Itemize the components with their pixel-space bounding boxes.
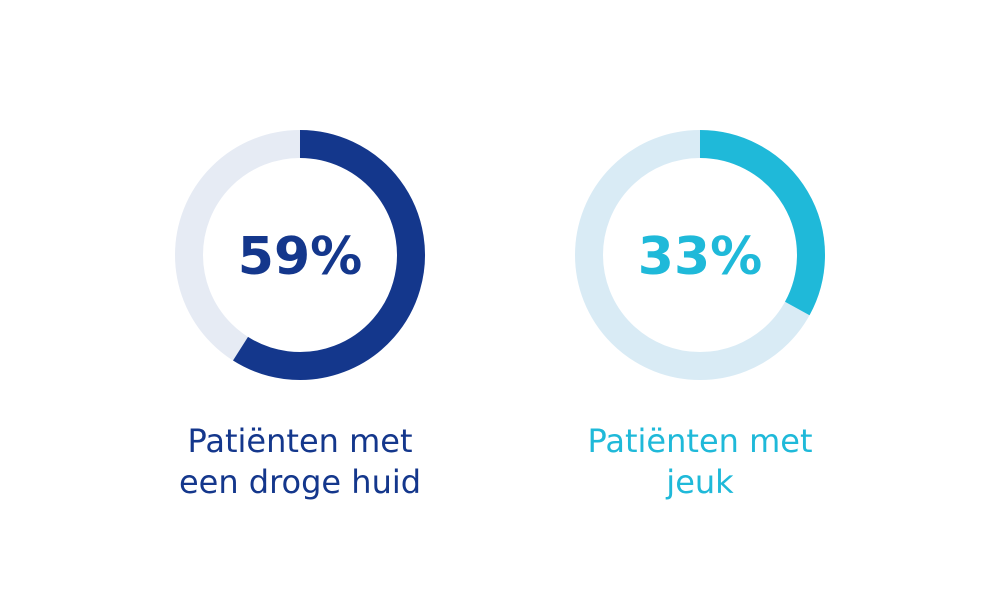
caption-dry-skin-line-2: een droge huid — [178, 463, 422, 501]
caption-itch-line-1: Patiënten met — [587, 422, 813, 460]
donut-chart-dry-skin: 59% — [175, 130, 425, 380]
donut-arc-itch — [699, 130, 825, 316]
donut-chart-itch: 33% — [575, 130, 825, 380]
donut-value-label-dry-skin: 59% — [238, 227, 362, 287]
caption-itch: Patiënten met jeuk — [500, 421, 900, 503]
caption-dry-skin-line-1: Patiënten met — [187, 422, 413, 460]
caption-itch-line-2: jeuk — [666, 463, 734, 501]
donut-value-label-itch: 33% — [638, 227, 762, 287]
donut-arc-dry-skin — [233, 130, 425, 380]
caption-dry-skin: Patiënten met een droge huid — [100, 421, 500, 503]
